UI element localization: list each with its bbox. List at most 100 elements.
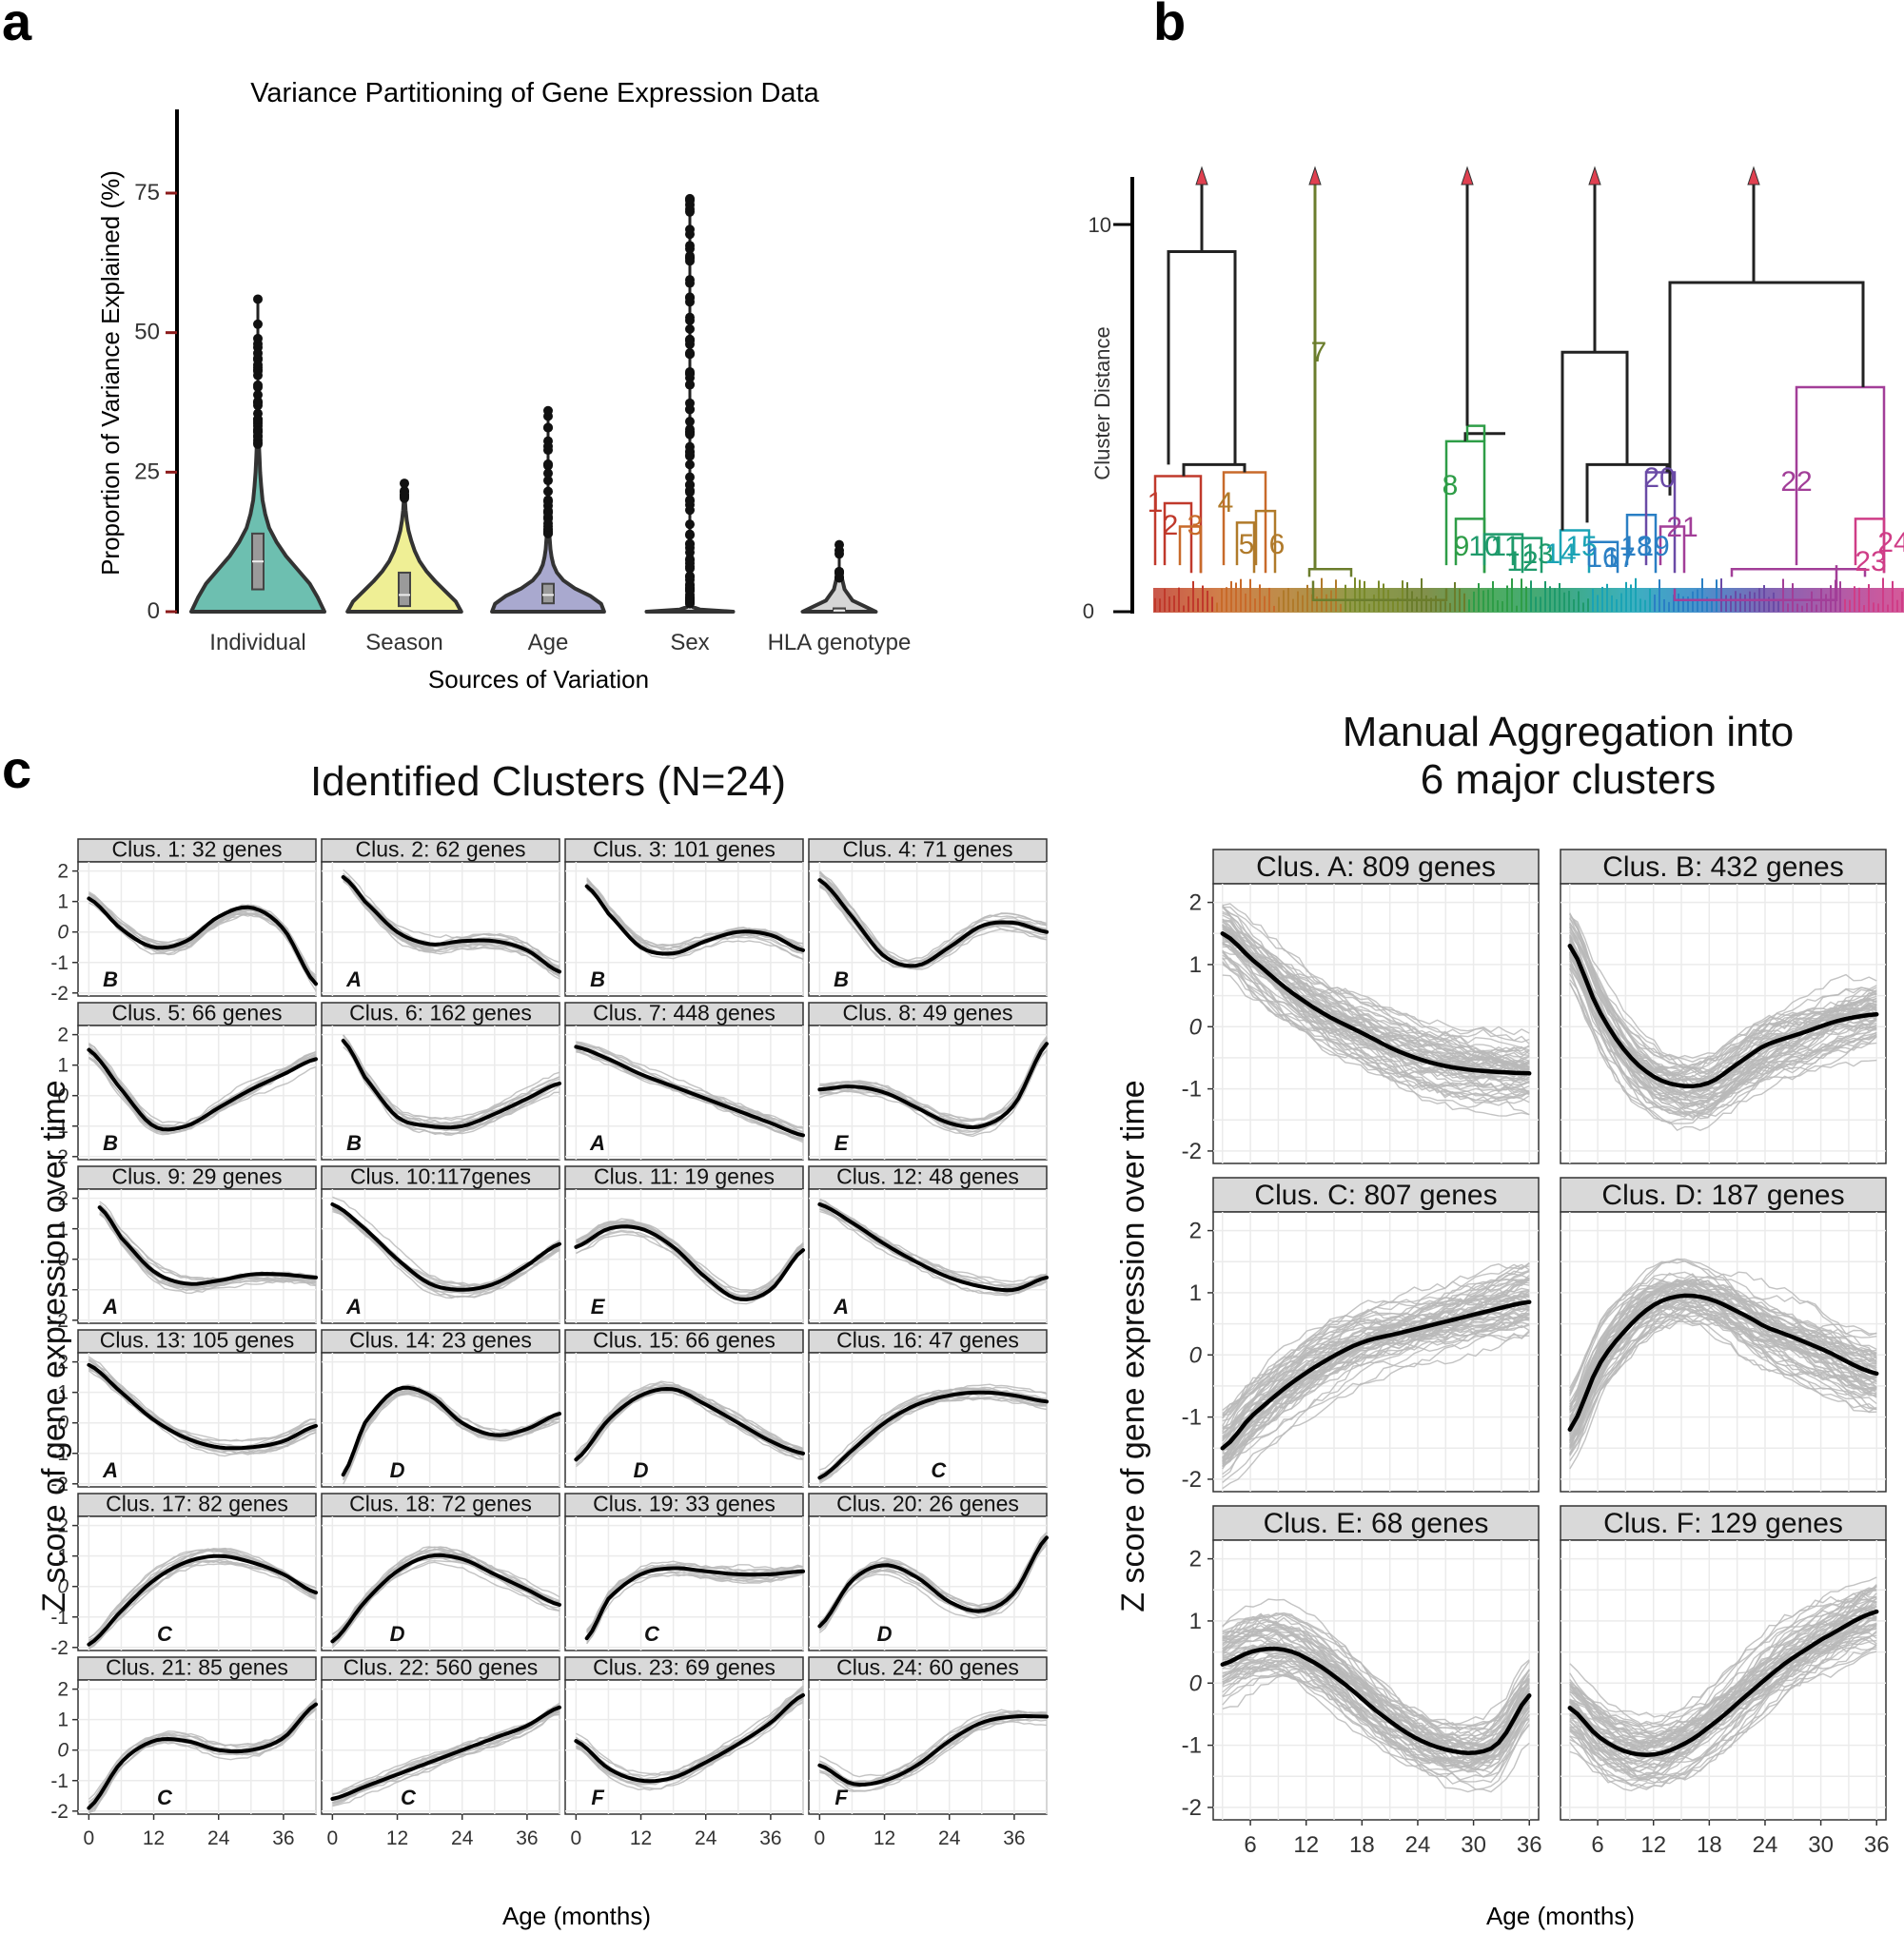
facet-panel: Clus. 1: 32 genes B [77,837,318,997]
cluster-mean-line [1567,944,1879,1089]
facet-x-tick-label: 6 [1591,1832,1603,1858]
facet-strip-label: Clus. E: 68 genes [1264,1508,1489,1539]
violin-outlier-point [685,278,695,288]
violin-outlier-point [685,225,695,235]
cluster-mean-line [574,1693,805,1784]
facet-plot-area [1212,883,1540,1164]
facet-panel: Clus. 5: 66 genes B [77,1001,318,1161]
gene-trajectory-line [586,1573,804,1643]
cluster-mean-line [330,1202,561,1292]
gene-trajectory-line [1569,1297,1877,1455]
violin-outlier-point [543,528,553,538]
facet-y-tick-label: 1 [57,1382,69,1404]
facet-plot-area [321,1025,560,1161]
gene-trajectory-line [1222,936,1530,1081]
facet-panel: Clus. 3: 101 genes B [564,837,805,997]
facet-y-tick-label: 2 [1189,1547,1202,1573]
facet-x-tick-label: 12 [143,1827,165,1849]
dendrogram-link [1644,471,1677,574]
facet-group-tag: E [591,1295,606,1319]
gene-trajectory-line [343,880,560,976]
violin-outlier-point [685,519,695,530]
violin-outlier-point [685,451,695,461]
facet-x-tick-label: 24 [1753,1832,1778,1858]
facet-panel: Clus. 18: 72 genes D [321,1492,561,1651]
dendrogram-cluster-label: 19 [1638,531,1669,562]
facet-y-tick-label: 1 [57,1709,69,1731]
violin-outlier-point [253,360,263,370]
violin-y-tick-label: 25 [134,459,160,484]
facet-strip-label: Clus. 16: 47 genes [836,1328,1019,1353]
facet-strip [1560,849,1887,885]
facet-y-tick-label: 2 [57,861,69,883]
aggregated-facet-grid: Clus. A: 809 genes 2 1 0 -1 -2 Clus. B: 432 ge… [1182,849,1890,1858]
violin-outlier-point [685,459,695,470]
facet-group-tag: B [346,1131,362,1155]
dendrogram-cluster-label: 5 [1239,529,1255,560]
aggregation-title-line2: 6 major clusters [1421,756,1717,803]
dendrogram-link [1307,567,1353,577]
violin-outlier-point [685,244,695,254]
facet-panel: Clus. A: 809 genes [1212,849,1540,1164]
violin-outlier-point [543,459,553,469]
gene-trajectory-line [99,1201,316,1281]
violin-x-tick-label: Individual [209,630,305,655]
facet-panel: Clus. 13: 105 genes A [77,1328,318,1488]
facet-y-tick-label: 1 [1189,1280,1202,1306]
violin-outlier-point [685,594,695,604]
dendrogram-link [1167,249,1237,465]
violin-outlier-point [834,572,844,582]
dendrogram-cluster-label: 15 [1565,531,1597,562]
gene-trajectory-line [331,1552,560,1646]
facet-x-tick-label: 12 [873,1827,895,1849]
dendrogram-cluster-label: 1 [1148,487,1164,518]
gene-trajectory-line [1569,1612,1877,1763]
facet-strip [808,838,1048,863]
violin-outlier-point [685,563,695,574]
facet-plot-area [808,1188,1048,1324]
dendrogram-cluster-label: 9 [1454,531,1470,562]
facet-group-tag: D [390,1622,405,1646]
dendrogram-link [1235,521,1256,574]
facet-strip-label: Clus. 13: 105 genes [100,1328,295,1353]
facet-x-tick-label: 36 [1517,1832,1542,1858]
gene-trajectory-line [1569,940,1877,1094]
dendrogram-link [1659,525,1686,574]
facet-strip-label: Clus. 7: 448 genes [593,1001,775,1026]
facet-x-tick-label: 36 [759,1827,781,1849]
gene-trajectory-line [1569,1290,1877,1444]
facet-x-tick-label: 24 [1405,1832,1431,1858]
gene-trajectory-line [1569,1593,1877,1774]
facet-y-tick-label: -1 [50,1116,69,1138]
dendrogram-link [1254,509,1277,574]
gene-trajectory-line [818,871,1048,968]
gene-trajectory-line [1222,1308,1530,1449]
cluster-mean-line [1567,1609,1879,1758]
dendrogram-link [1854,518,1886,574]
gene-trajectory-line [1222,1673,1530,1764]
gene-trajectory-line [1569,1260,1877,1434]
gene-trajectory-line [576,1689,804,1790]
gene-trajectory-line [819,1207,1048,1294]
facet-y-tick-label: 0 [1189,1014,1203,1040]
gene-trajectory-line [1569,1627,1877,1770]
facet-y-tick-label: -1 [1182,1077,1202,1103]
facet-strip-label: Clus. 21: 85 genes [106,1655,288,1680]
violin-outlier-point [685,252,695,263]
facet-panel: Clus. 20: 26 genes D [808,1492,1049,1651]
dendrogram-y-tick-label: 0 [1083,599,1094,623]
facet-strip-label: Clus. A: 809 genes [1256,851,1496,883]
cluster-mean-line [817,1202,1049,1293]
dendrogram-link [1182,462,1246,477]
facet-y-tick-label: -2 [50,1310,69,1332]
violin-box [398,571,411,608]
violin-chart: Variance Partitioning of Gene Expression… [96,78,911,694]
gene-trajectory-line [1569,1280,1877,1436]
facet-panel: Clus. C: 807 genes [1212,1177,1540,1493]
violin-y-axis-label: Proportion of Variance Explained (%) [96,170,125,576]
facet-group-tag: B [590,967,605,991]
violin-box [541,582,555,605]
facet-strip [77,1493,317,1517]
facet-y-tick-label: 2 [57,1515,69,1537]
facet-y-tick-label: 0 [57,1085,69,1107]
